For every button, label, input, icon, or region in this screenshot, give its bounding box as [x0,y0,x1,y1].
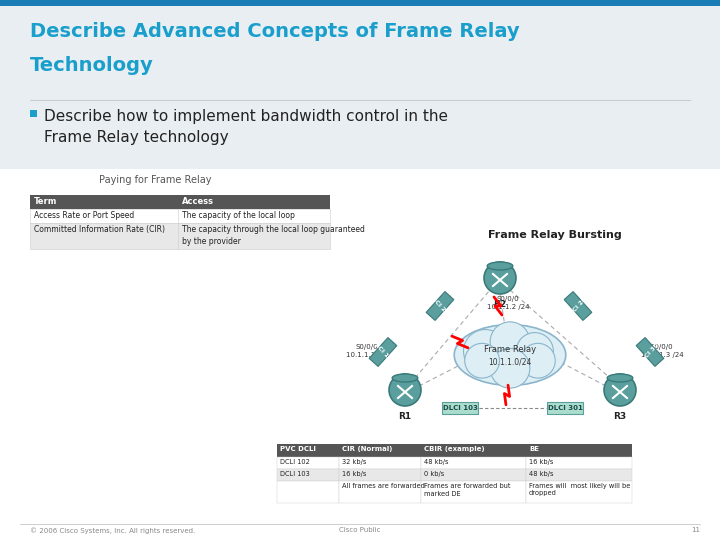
Text: DCLI 102: DCLI 102 [280,459,310,465]
Circle shape [389,374,421,406]
Text: The capacity through the local loop guaranteed
by the provider: The capacity through the local loop guar… [182,225,365,246]
Text: 11: 11 [691,527,700,533]
Circle shape [464,343,500,378]
Circle shape [464,329,507,373]
Text: All frames are forwarded: All frames are forwarded [342,483,425,489]
Text: 48 kb/s: 48 kb/s [424,459,449,465]
Text: 0 kb/s: 0 kb/s [424,471,444,477]
Polygon shape [636,338,664,367]
Text: S0/0/0
10.1.1.2 /24: S0/0/0 10.1.1.2 /24 [487,296,529,309]
Text: Describe how to implement bandwidth control in the: Describe how to implement bandwidth cont… [44,109,448,124]
FancyBboxPatch shape [526,469,632,481]
Text: Frames will  most likely will be
dropped: Frames will most likely will be dropped [529,483,631,496]
Text: DLCI 202: DLCI 202 [566,293,590,319]
FancyBboxPatch shape [277,469,339,481]
FancyBboxPatch shape [277,457,339,469]
Text: Access: Access [182,197,214,206]
Polygon shape [564,292,592,320]
FancyBboxPatch shape [421,469,526,481]
FancyBboxPatch shape [277,481,339,503]
Text: R2: R2 [493,300,507,309]
FancyBboxPatch shape [442,402,478,414]
Text: Frames are forwarded but
marked DE: Frames are forwarded but marked DE [424,483,510,496]
Text: The capacity of the local loop: The capacity of the local loop [182,211,295,220]
FancyBboxPatch shape [0,169,720,540]
Text: 48 kb/s: 48 kb/s [529,471,554,477]
Text: Paying for Frame Relay: Paying for Frame Relay [99,175,211,185]
Text: 16 kb/s: 16 kb/s [529,459,554,465]
Text: DLCI 302: DLCI 302 [638,339,662,365]
Circle shape [490,322,530,362]
Circle shape [490,348,530,388]
Circle shape [521,343,555,378]
Text: DLCI 103: DLCI 103 [443,405,477,411]
Text: R1: R1 [398,412,412,421]
FancyBboxPatch shape [0,0,720,6]
Text: BE: BE [529,446,539,452]
FancyBboxPatch shape [30,223,330,249]
Text: Term: Term [34,197,58,206]
Text: R3: R3 [613,412,626,421]
Text: DLCI 102: DLCI 102 [371,339,395,365]
Text: 10.1.1.0/24: 10.1.1.0/24 [488,357,531,367]
Text: Cisco Public: Cisco Public [339,527,381,533]
Text: Describe Advanced Concepts of Frame Relay: Describe Advanced Concepts of Frame Rela… [30,22,520,41]
Text: CIR (Normal): CIR (Normal) [342,446,392,452]
Text: Frame Relay technology: Frame Relay technology [44,130,229,145]
FancyBboxPatch shape [526,481,632,503]
FancyBboxPatch shape [0,6,720,169]
Circle shape [604,374,636,406]
FancyBboxPatch shape [339,444,421,457]
FancyBboxPatch shape [547,402,583,414]
FancyBboxPatch shape [30,110,37,117]
FancyBboxPatch shape [339,469,421,481]
Text: 16 kb/s: 16 kb/s [342,471,366,477]
Text: Committed Information Rate (CIR): Committed Information Rate (CIR) [34,225,165,234]
Text: Frame Relay: Frame Relay [484,346,536,354]
Ellipse shape [392,374,418,382]
Text: DCLI 103: DCLI 103 [280,471,310,477]
Polygon shape [369,338,397,367]
FancyBboxPatch shape [339,481,421,503]
Text: Frame Relay Bursting: Frame Relay Bursting [488,230,622,240]
Text: Access Rate or Port Speed: Access Rate or Port Speed [34,211,134,220]
FancyBboxPatch shape [339,457,421,469]
Text: © 2006 Cisco Systems, Inc. All rights reserved.: © 2006 Cisco Systems, Inc. All rights re… [30,527,195,534]
Circle shape [516,333,554,370]
Circle shape [484,262,516,294]
FancyBboxPatch shape [30,209,330,223]
Text: PVC DCLI: PVC DCLI [280,446,316,452]
Ellipse shape [607,374,633,382]
FancyBboxPatch shape [30,195,330,209]
Text: DLCI 201: DLCI 201 [428,293,452,319]
FancyBboxPatch shape [526,444,632,457]
Text: S0/0/0
10.1.1.3 /24: S0/0/0 10.1.1.3 /24 [641,345,683,358]
Text: 32 kb/s: 32 kb/s [342,459,366,465]
Text: DLCI 301: DLCI 301 [548,405,582,411]
FancyBboxPatch shape [421,457,526,469]
Text: CBIR (example): CBIR (example) [424,446,485,452]
Text: S0/0/0
10.1.1.1 /24: S0/0/0 10.1.1.1 /24 [346,345,388,358]
FancyBboxPatch shape [277,444,339,457]
Ellipse shape [487,262,513,270]
Polygon shape [426,292,454,320]
Text: Technology: Technology [30,56,154,75]
FancyBboxPatch shape [421,481,526,503]
FancyBboxPatch shape [526,457,632,469]
FancyBboxPatch shape [421,444,526,457]
Ellipse shape [454,325,566,386]
